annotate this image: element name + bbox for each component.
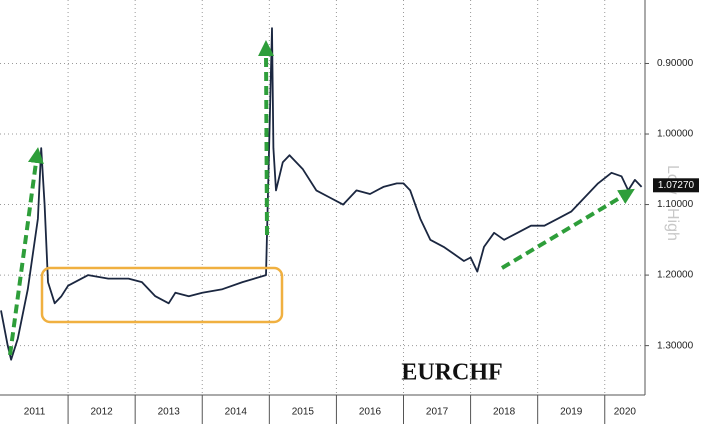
y-tick-label: 1.00000 xyxy=(657,129,694,140)
x-tick-label: 2020 xyxy=(614,407,637,418)
x-tick-label: 2018 xyxy=(493,407,516,418)
x-tick-label: 2013 xyxy=(158,407,181,418)
y-tick-label: 0.90000 xyxy=(657,58,694,69)
arrow xyxy=(8,147,44,356)
trend-arrows xyxy=(8,40,635,356)
x-tick-label: 2012 xyxy=(91,407,114,418)
annotation: EURCHF xyxy=(401,360,502,386)
arrow xyxy=(258,40,275,236)
y-tick-label: 1.30000 xyxy=(657,340,694,351)
price-line xyxy=(0,27,643,361)
highlight-box xyxy=(40,266,284,324)
x-tick-label: 2016 xyxy=(359,407,382,418)
x-tick-label: 2019 xyxy=(560,407,583,418)
last-price-tag xyxy=(653,178,699,193)
x-tick-label: 2017 xyxy=(426,407,449,418)
x-tick-label: 2015 xyxy=(292,407,315,418)
x-tick-label: 2011 xyxy=(24,407,46,418)
y-tick-label: 1.20000 xyxy=(657,270,694,281)
last-price-label: 1.07270 xyxy=(658,180,695,191)
arrow xyxy=(500,188,635,270)
side-label: High xyxy=(664,208,681,241)
x-tick-label: 2014 xyxy=(225,407,248,418)
y-tick-label: 1.10000 xyxy=(657,199,694,210)
plot xyxy=(0,27,643,361)
